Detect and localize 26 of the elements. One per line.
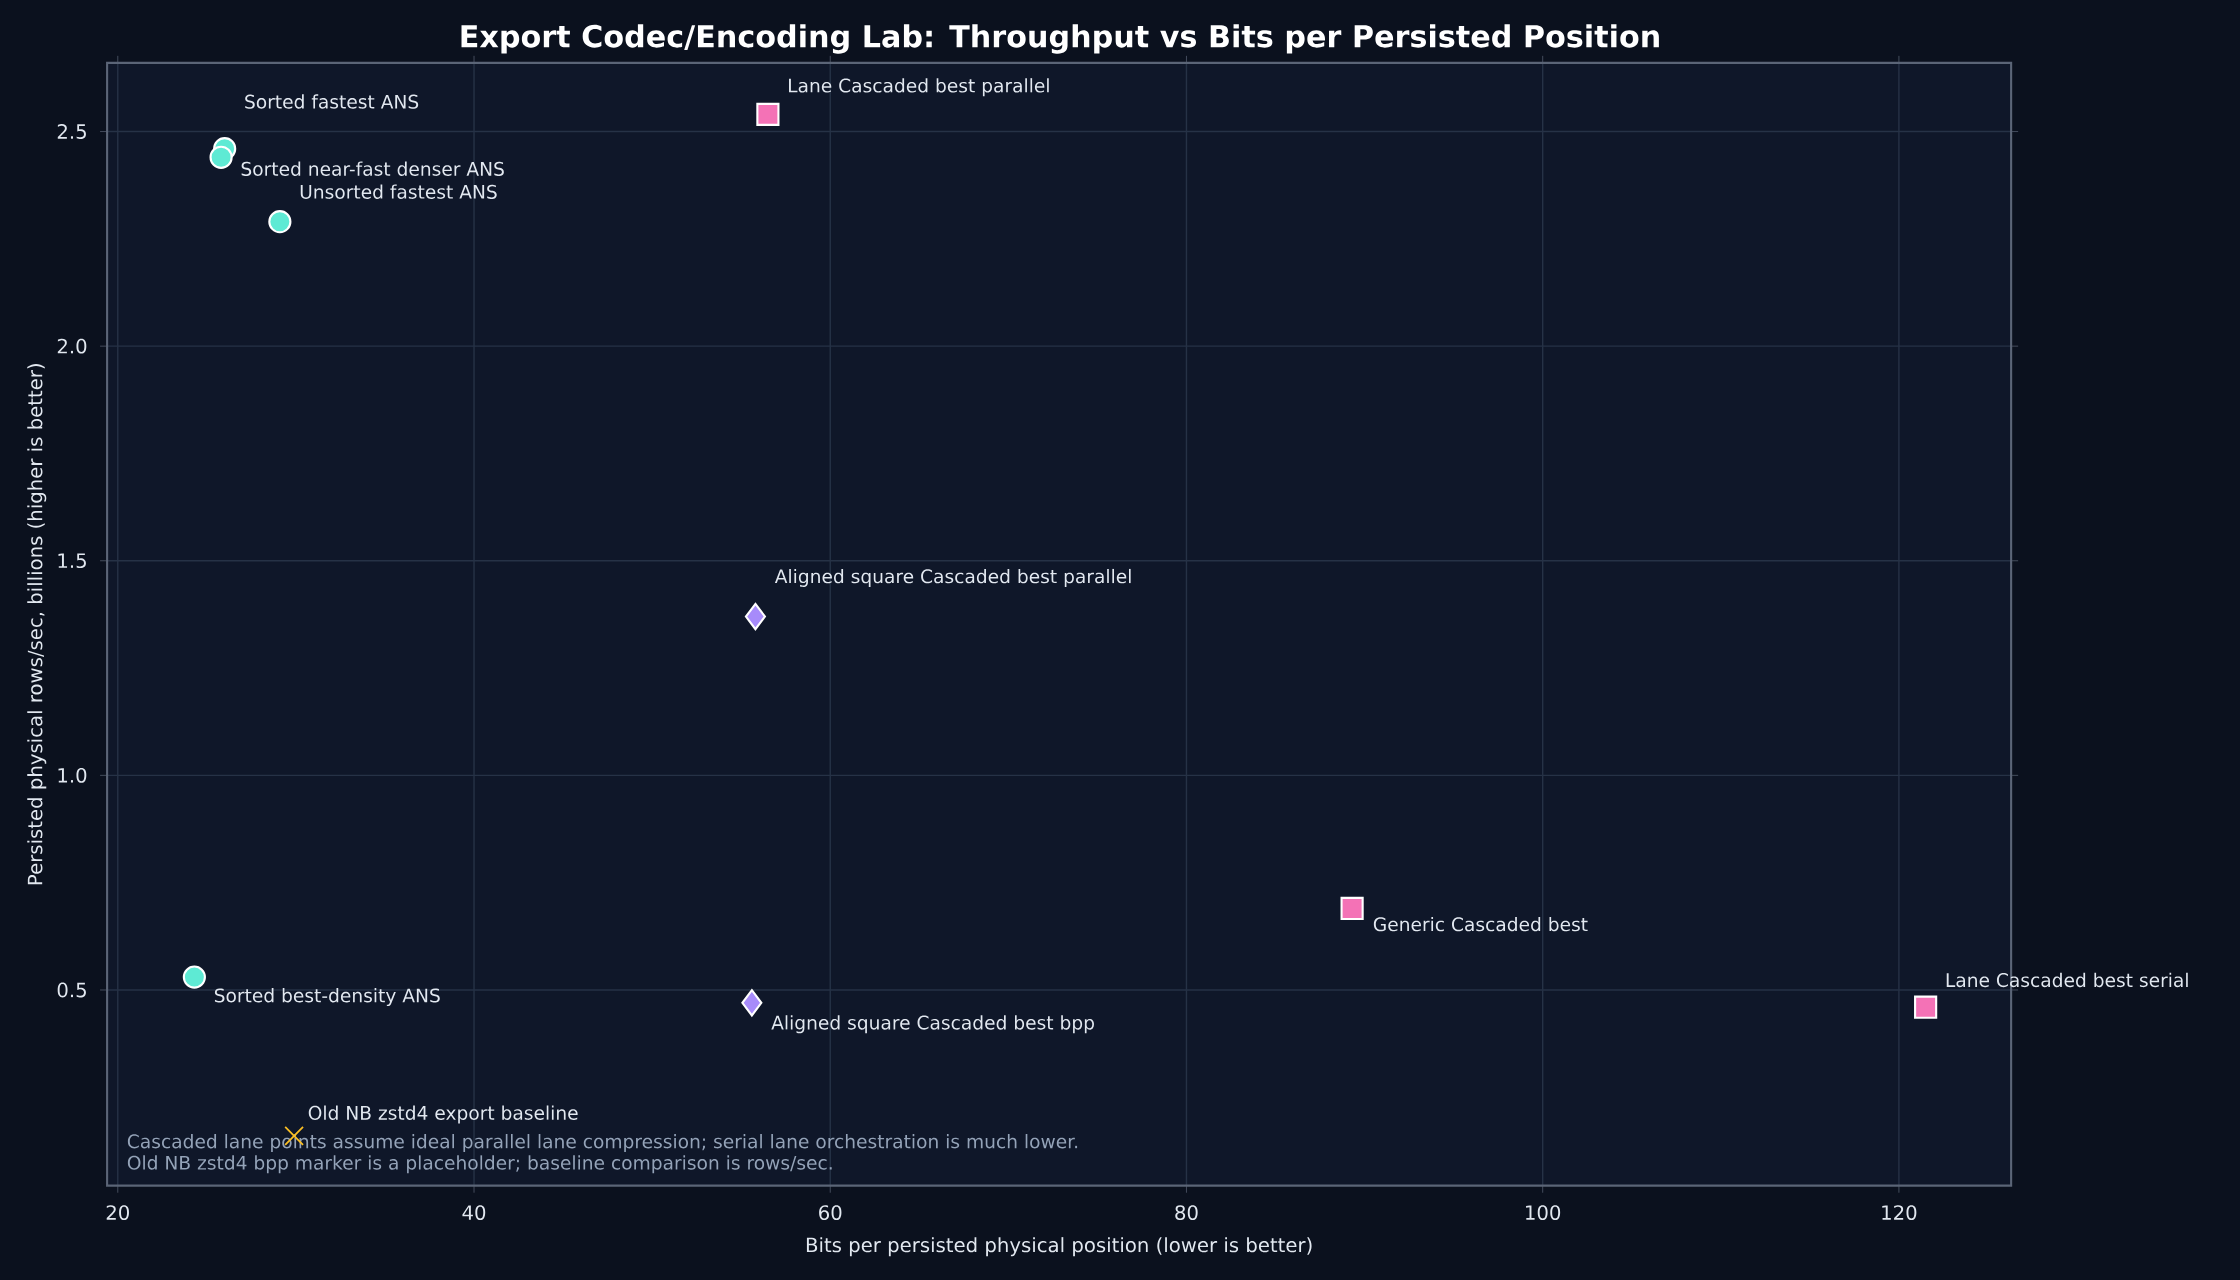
y-axis-title: Persisted physical rows/sec, billions (higher is better) bbox=[27, 364, 47, 885]
x-tick-label: 60 bbox=[819, 1205, 842, 1221]
y-tick-label: 1.5 bbox=[58, 553, 86, 569]
annotation: Lane Cascaded best parallel bbox=[789, 78, 1049, 97]
annotation: Lane Cascaded best serial bbox=[1946, 972, 2188, 988]
x-tick-label: 20 bbox=[106, 1205, 129, 1221]
annotation: Unsorted fastest ANS bbox=[300, 184, 497, 199]
y-tick-label: 2.0 bbox=[57, 338, 87, 354]
annotation: Aligned square Cascaded best parallel bbox=[774, 568, 1131, 587]
x-axis-title: Bits per persisted physical position (lower is better) bbox=[806, 1237, 1312, 1257]
x-tick-label: 80 bbox=[1175, 1205, 1198, 1221]
annotation: Sorted fastest ANS bbox=[245, 94, 419, 109]
annotation: Old NB zstd4 bpp marker is a placeholder; baseline comparison is rows/sec. bbox=[127, 1155, 832, 1174]
annotation: Sorted near-fast denser ANS bbox=[241, 161, 504, 176]
y-tick-label: 2.5 bbox=[57, 124, 86, 139]
annotation: Sorted best-density ANS bbox=[214, 988, 440, 1007]
annotation: Aligned square Cascaded best bpp bbox=[771, 1015, 1094, 1034]
annotation: Generic Cascaded best bbox=[1373, 916, 1588, 932]
x-tick-label: 120 bbox=[1882, 1205, 1917, 1221]
chart-title: Export Codec/Encoding Lab: Throughput vs Bits per Persisted Position bbox=[461, 24, 1659, 54]
annotation: Old NB zstd4 export baseline bbox=[308, 1105, 578, 1124]
y-tick-label: 0.5 bbox=[57, 982, 86, 998]
annotation: Cascaded lane points assume ideal parallel lane compression; serial lane orchestration is much lower. bbox=[127, 1134, 1078, 1153]
x-tick-label: 100 bbox=[1526, 1205, 1561, 1221]
y-tick-label: 1.0 bbox=[58, 767, 87, 783]
x-tick-label: 40 bbox=[462, 1205, 486, 1221]
